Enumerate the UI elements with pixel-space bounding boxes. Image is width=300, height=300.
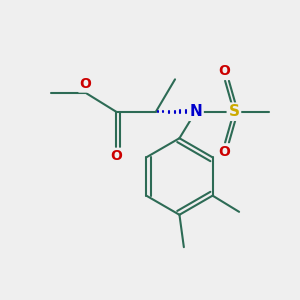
Text: O: O: [219, 64, 230, 78]
Text: O: O: [110, 149, 122, 164]
Text: N: N: [189, 104, 202, 119]
Text: O: O: [79, 77, 91, 91]
Text: O: O: [219, 145, 230, 159]
Text: S: S: [228, 104, 239, 119]
Text: O: O: [79, 77, 91, 91]
